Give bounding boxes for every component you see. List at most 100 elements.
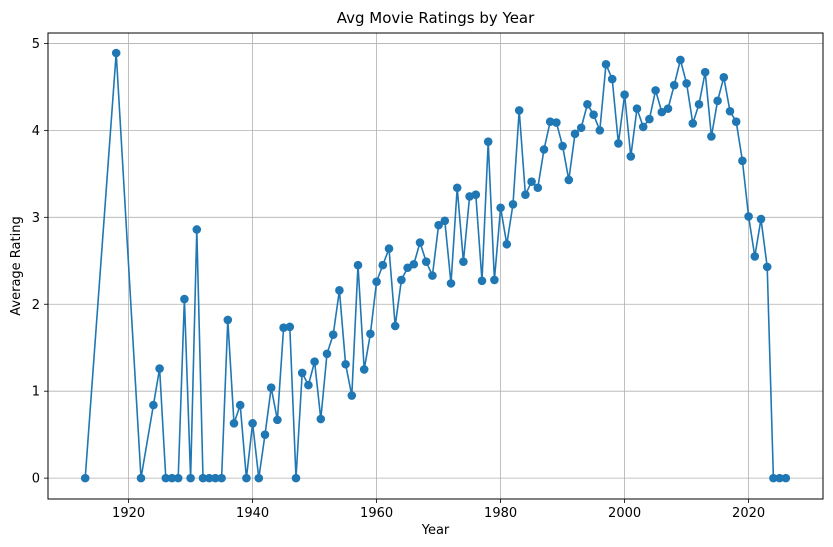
- data-point: [366, 329, 375, 339]
- data-point: [434, 220, 443, 230]
- data-point: [552, 118, 561, 127]
- data-point: [527, 177, 536, 186]
- data-point: [155, 364, 164, 373]
- y-axis: 0 1 2 3 4 5: [32, 37, 48, 487]
- data-point: [198, 473, 208, 483]
- data-point: [341, 359, 350, 369]
- data-point: [149, 400, 158, 410]
- data-point: [688, 119, 698, 128]
- data-point: [80, 473, 90, 483]
- data-point: [347, 391, 357, 400]
- data-point: [409, 259, 419, 269]
- data-point: [676, 55, 685, 65]
- x-tick-label: 1920: [112, 506, 145, 521]
- x-tick-label: 2020: [732, 506, 765, 521]
- data-point: [700, 67, 710, 77]
- data-point: [297, 368, 307, 378]
- data-point: [273, 415, 282, 425]
- data-point: [378, 260, 388, 270]
- data-point: [248, 419, 257, 428]
- y-tick-label: 5: [32, 37, 40, 52]
- data-point: [204, 473, 214, 483]
- data-point: [663, 104, 673, 113]
- data-point: [756, 214, 766, 224]
- x-tick-label: 1980: [484, 506, 517, 521]
- data-point: [310, 357, 319, 366]
- data-point: [192, 225, 202, 234]
- data-point: [161, 473, 171, 483]
- data-point: [645, 114, 654, 124]
- data-point: [682, 79, 691, 88]
- data-point: [446, 279, 456, 288]
- data-point: [440, 216, 450, 226]
- x-tick-label: 2000: [608, 506, 641, 521]
- data-point: [496, 203, 505, 213]
- chart-title: Avg Movie Ratings by Year: [337, 9, 535, 27]
- x-tick-label: 1940: [236, 506, 269, 521]
- data-point: [508, 199, 518, 209]
- data-point: [397, 275, 406, 285]
- data-point: [502, 239, 512, 249]
- data-point: [254, 473, 264, 483]
- data-point: [539, 145, 549, 154]
- data-point: [477, 276, 487, 286]
- data-point: [459, 257, 468, 266]
- data-point: [570, 129, 580, 139]
- data-point: [242, 473, 251, 483]
- data-point: [490, 275, 499, 285]
- data-point: [738, 156, 747, 166]
- plot-frame: [47, 32, 824, 500]
- data-point: [186, 473, 195, 483]
- y-tick-label: 4: [32, 124, 40, 139]
- data-point: [415, 238, 425, 247]
- data-point: [558, 141, 567, 151]
- data-point: [595, 126, 605, 135]
- data-point: [769, 473, 778, 483]
- data-point: [750, 252, 760, 261]
- data-point: [707, 132, 716, 141]
- data-point: [384, 244, 394, 253]
- data-point: [173, 473, 183, 483]
- data-point: [372, 277, 381, 286]
- data-point: [775, 473, 784, 483]
- data-point: [607, 74, 617, 84]
- data-point: [260, 430, 270, 439]
- data-point: [564, 175, 574, 185]
- data-point: [521, 190, 530, 200]
- data-point: [471, 190, 481, 200]
- data-point: [638, 122, 648, 132]
- data-point: [694, 99, 704, 109]
- data-point: [111, 48, 121, 58]
- series-line-group: [84, 52, 786, 479]
- data-point: [589, 110, 598, 120]
- data-point: [291, 473, 301, 483]
- data-point: [601, 59, 611, 69]
- data-point: [651, 86, 660, 95]
- data-point: [328, 330, 338, 339]
- data-point: [632, 104, 642, 113]
- data-point: [744, 212, 753, 221]
- data-point: [217, 473, 226, 483]
- data-point: [211, 473, 220, 483]
- data-point: [353, 260, 363, 270]
- data-point: [235, 400, 245, 410]
- data-point: [533, 183, 543, 193]
- data-point: [762, 262, 772, 272]
- data-point: [316, 414, 326, 424]
- data-point: [167, 473, 177, 483]
- data-point: [335, 286, 344, 295]
- data-point: [731, 117, 741, 126]
- data-point: [781, 473, 791, 483]
- data-point: [669, 80, 679, 90]
- data-point: [428, 271, 437, 280]
- data-point: [514, 106, 524, 115]
- series-points-group: [80, 48, 791, 483]
- data-point: [626, 152, 636, 161]
- data-point: [483, 137, 493, 146]
- y-tick-label: 1: [32, 385, 40, 400]
- data-point: [180, 294, 189, 304]
- data-point: [576, 123, 586, 133]
- data-point: [725, 106, 735, 116]
- x-tick-label: 1960: [360, 506, 393, 521]
